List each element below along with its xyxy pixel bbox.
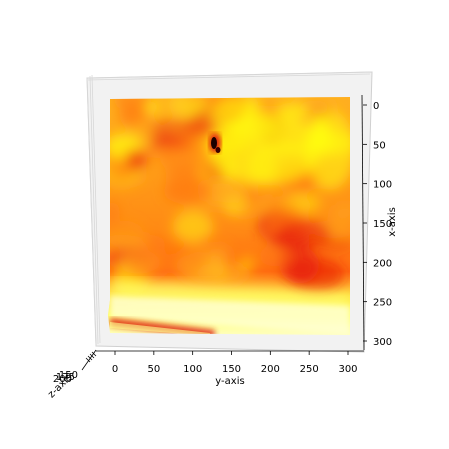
heat-blob (184, 118, 217, 136)
x-tick-label: 250 (373, 298, 392, 309)
y-tick-label: 0 (112, 364, 118, 375)
z-tick-label: 175 (56, 372, 75, 383)
x-tick-label: 0 (373, 101, 379, 112)
heat-blob (238, 255, 256, 274)
x-axis: x-axis 0 50 100 150 200 250 300 (361, 94, 398, 351)
heat-blob (210, 115, 320, 185)
x-tick-label: 50 (373, 140, 386, 151)
heat-blob (275, 103, 309, 121)
y-tick-label: 200 (261, 364, 280, 375)
x-tick-label: 100 (373, 180, 392, 191)
heat-blob (172, 210, 214, 244)
y-tick-label: 300 (338, 364, 357, 375)
y-axis: y-axis 0 50 100 150 200 250 300 (96, 350, 364, 387)
heat-blob (235, 201, 257, 219)
pane-gridlines (86, 71, 373, 347)
hotspot (209, 133, 221, 153)
x-tick-label: 300 (373, 337, 392, 348)
heat-blob (131, 118, 160, 142)
y-tick-label: 250 (300, 364, 319, 375)
z-tick-label: 150 (59, 370, 78, 381)
y-tick-label: 100 (183, 364, 202, 375)
heat-blob (163, 177, 213, 205)
heat-blob (305, 110, 350, 190)
pale-band (110, 296, 350, 335)
y-tick-label: 50 (147, 364, 160, 375)
heat-blob (319, 238, 350, 251)
y-axis-label: y-axis (215, 376, 244, 387)
heat-blob (160, 244, 206, 274)
heat-blob (108, 235, 151, 249)
heat-blob (278, 219, 331, 251)
heat-blob (126, 249, 170, 282)
heat-blob (167, 97, 206, 117)
x-axis-label: x-axis (387, 207, 398, 237)
heat-blob (258, 245, 293, 267)
x-tick-label: 150 (373, 219, 392, 230)
z-tick-label: 200 (53, 374, 72, 385)
heat-blob (210, 243, 231, 268)
x-tick-label: 200 (373, 258, 392, 269)
heat-blob (331, 203, 350, 221)
y-tick-label: 150 (222, 364, 241, 375)
surface-heatmap (108, 97, 350, 335)
heat-blob (108, 201, 121, 223)
heat-blob (159, 137, 212, 176)
heat-blob (113, 97, 152, 112)
heat-blob (288, 258, 315, 277)
